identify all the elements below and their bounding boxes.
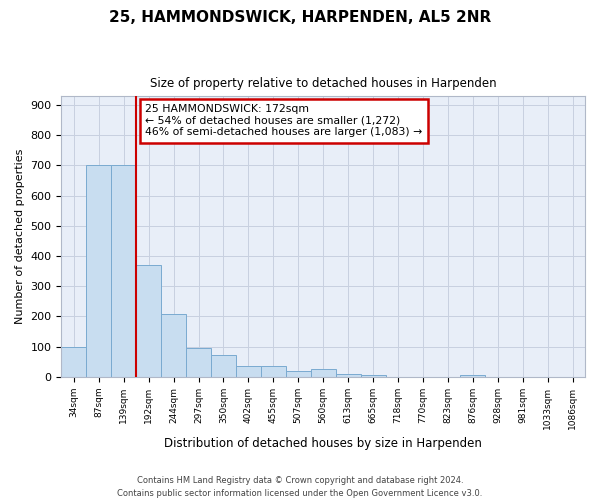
Bar bbox=[211, 355, 236, 377]
Text: 25, HAMMONDSWICK, HARPENDEN, AL5 2NR: 25, HAMMONDSWICK, HARPENDEN, AL5 2NR bbox=[109, 10, 491, 25]
Bar bbox=[111, 166, 136, 377]
X-axis label: Distribution of detached houses by size in Harpenden: Distribution of detached houses by size … bbox=[164, 437, 482, 450]
Bar bbox=[236, 366, 261, 377]
Title: Size of property relative to detached houses in Harpenden: Size of property relative to detached ho… bbox=[150, 78, 497, 90]
Bar bbox=[311, 370, 335, 377]
Y-axis label: Number of detached properties: Number of detached properties bbox=[15, 148, 25, 324]
Bar bbox=[161, 314, 186, 377]
Text: Contains HM Land Registry data © Crown copyright and database right 2024.
Contai: Contains HM Land Registry data © Crown c… bbox=[118, 476, 482, 498]
Bar bbox=[86, 166, 111, 377]
Text: 25 HAMMONDSWICK: 172sqm
← 54% of detached houses are smaller (1,272)
46% of semi: 25 HAMMONDSWICK: 172sqm ← 54% of detache… bbox=[145, 104, 422, 138]
Bar bbox=[361, 376, 386, 377]
Bar bbox=[61, 346, 86, 377]
Bar bbox=[460, 376, 485, 377]
Bar bbox=[261, 366, 286, 377]
Bar bbox=[286, 371, 311, 377]
Bar bbox=[136, 265, 161, 377]
Bar bbox=[186, 348, 211, 377]
Bar bbox=[335, 374, 361, 377]
